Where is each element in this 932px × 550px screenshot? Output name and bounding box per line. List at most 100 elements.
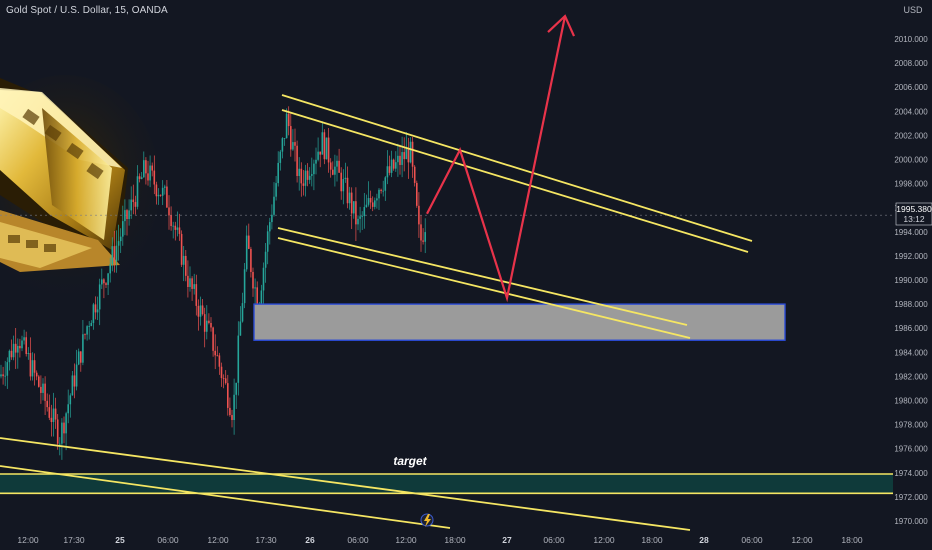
time-tick-label: 06:00 <box>347 535 369 545</box>
candle-body <box>164 186 166 188</box>
candle-body <box>136 176 139 207</box>
candle-body <box>149 165 151 181</box>
candle-body <box>14 343 17 353</box>
candle-body <box>61 422 63 444</box>
candle-body <box>122 221 124 237</box>
candle-body <box>75 364 78 387</box>
candle-body <box>283 138 286 139</box>
upper-channel-line-2[interactable] <box>281 109 749 253</box>
candle-body <box>237 335 240 383</box>
time-tick-label: 12:00 <box>791 535 813 545</box>
candle-body <box>191 278 193 289</box>
projection-path[interactable] <box>426 15 567 303</box>
candle-body <box>348 192 351 204</box>
candle-body <box>390 159 393 173</box>
candle-body <box>248 235 250 249</box>
price-tick-label: 2008.000 <box>894 59 928 68</box>
time-tick-label: 12:00 <box>17 535 39 545</box>
candle-body <box>287 113 290 127</box>
candle-body <box>212 327 214 351</box>
time-axis[interactable]: 12:00 17:30 25 06:00 12:00 17:30 26 06:00 12:00 1… <box>17 535 863 545</box>
candle-body <box>250 248 252 272</box>
projection-arrow[interactable] <box>426 14 576 303</box>
candle-body <box>42 383 44 393</box>
price-tick-label: 1986.000 <box>894 324 928 333</box>
candle-body <box>189 278 191 288</box>
candle-body <box>98 284 101 310</box>
candle-body <box>40 386 42 393</box>
candle-body <box>203 314 206 332</box>
candle-body <box>306 170 309 180</box>
candle-body <box>296 145 298 177</box>
candle-body <box>380 189 382 191</box>
price-tick-label: 1998.000 <box>894 180 928 189</box>
candle-body <box>214 350 216 356</box>
time-tick-label: 26 <box>305 535 315 545</box>
time-tick-label: 18:00 <box>841 535 863 545</box>
candle-body <box>126 210 128 220</box>
candle-body <box>130 199 132 211</box>
lower-channel-line-1[interactable] <box>277 227 688 326</box>
candle-body <box>119 236 122 242</box>
long-trendline-1[interactable] <box>0 437 691 531</box>
candle-body <box>29 353 32 377</box>
price-axis[interactable]: 1970.000 1972.000 1974.000 1976.000 1978.000… <box>894 35 928 526</box>
candle-body <box>48 407 51 418</box>
candle-body <box>422 240 424 242</box>
candle-body <box>178 227 181 234</box>
lower-channel-line-2[interactable] <box>277 237 691 339</box>
candle-body <box>101 279 103 285</box>
long-trendline-2[interactable] <box>0 465 451 529</box>
candle-body <box>19 345 21 349</box>
candle-body <box>157 194 160 197</box>
candle-body <box>371 202 374 207</box>
price-tick-label: 1990.000 <box>894 276 928 285</box>
price-tick-label: 2002.000 <box>894 131 928 140</box>
candle-body <box>27 353 30 354</box>
candle-body <box>302 183 305 186</box>
candle-body <box>195 284 198 306</box>
candle-body <box>31 360 34 377</box>
candle-body <box>231 415 233 421</box>
candle-body <box>159 194 162 196</box>
candle-body <box>338 160 340 173</box>
candle-body <box>151 165 153 171</box>
candle-body <box>311 174 313 176</box>
candle-body <box>69 395 72 405</box>
price-tick-label: 2004.000 <box>894 107 928 116</box>
candle-body <box>132 199 135 203</box>
candle-body <box>218 355 221 367</box>
demand-zone-box[interactable] <box>253 303 786 341</box>
price-tick-label: 1976.000 <box>894 445 928 454</box>
candle-body <box>90 322 93 327</box>
time-tick-label: 12:00 <box>207 535 229 545</box>
candle-body <box>271 214 273 223</box>
candle-body <box>325 137 328 160</box>
time-tick-label: 06:00 <box>741 535 763 545</box>
candle-body <box>128 210 130 220</box>
candle-body <box>279 151 282 163</box>
candle-body <box>407 148 410 163</box>
candle-body <box>166 186 168 208</box>
price-tick-label: 1992.000 <box>894 252 928 261</box>
candle-body <box>12 343 15 358</box>
candle-body <box>111 246 114 265</box>
candle-body <box>355 201 357 225</box>
lightning-bolt-icon[interactable] <box>420 513 434 527</box>
upper-channel-line-1[interactable] <box>281 94 753 242</box>
candle-body <box>418 205 420 225</box>
candle-body <box>254 287 256 289</box>
candle-body <box>172 225 174 227</box>
price-tick-label: 2006.000 <box>894 83 928 92</box>
candle-body <box>138 176 141 179</box>
candle-body <box>256 287 258 311</box>
candle-body <box>105 283 107 285</box>
candle-body <box>401 152 403 165</box>
candle-body <box>206 320 208 332</box>
candle-body <box>117 241 120 246</box>
candle-body <box>0 374 2 377</box>
price-tick-label: 2000.000 <box>894 156 928 165</box>
candle-body <box>353 201 355 214</box>
